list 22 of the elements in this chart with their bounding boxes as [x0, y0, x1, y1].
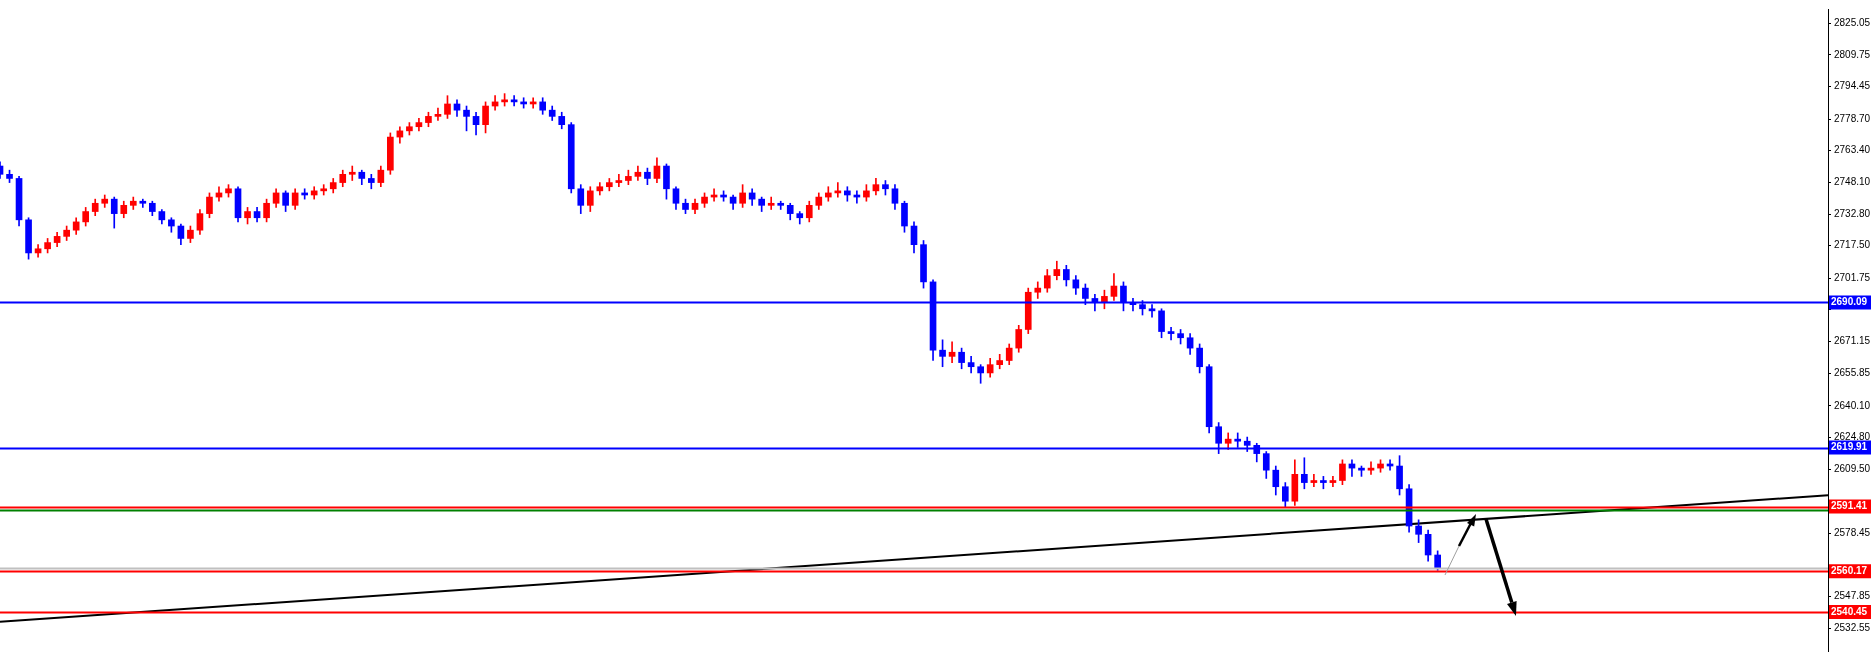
y-tick-label: 2778.70: [1834, 112, 1871, 124]
y-tick-label: 2609.50: [1834, 462, 1871, 474]
y-tick-label: 2655.85: [1834, 366, 1871, 378]
y-tick-label: 2763.40: [1834, 144, 1871, 156]
y-tick-label: 2532.55: [1834, 622, 1871, 634]
y-tick-label: 2717.50: [1834, 239, 1871, 251]
y-tick-label: 2547.85: [1834, 590, 1871, 602]
y-tick-label: 2624.80: [1834, 431, 1871, 443]
y-tick-label: 2701.75: [1834, 272, 1871, 284]
y-tick-label: 2809.75: [1834, 48, 1871, 60]
ref-line-label: 2560.17: [1831, 564, 1868, 576]
y-tick-label: 2794.45: [1834, 80, 1871, 92]
y-tick-label: 2748.10: [1834, 176, 1871, 188]
ref-line-label: 2690.09: [1831, 296, 1868, 308]
ref-line-label: 2619.91: [1831, 441, 1868, 453]
y-tick-label: 2825.05: [1834, 16, 1871, 28]
ref-line-label: 2540.45: [1831, 605, 1868, 617]
y-tick-label: 2578.45: [1834, 527, 1871, 539]
ref-line-label: 2591.41: [1831, 500, 1868, 512]
y-tick-label: 2671.15: [1834, 335, 1871, 347]
y-tick-label: 2640.10: [1834, 399, 1871, 411]
y-tick-label: 2732.80: [1834, 207, 1871, 219]
